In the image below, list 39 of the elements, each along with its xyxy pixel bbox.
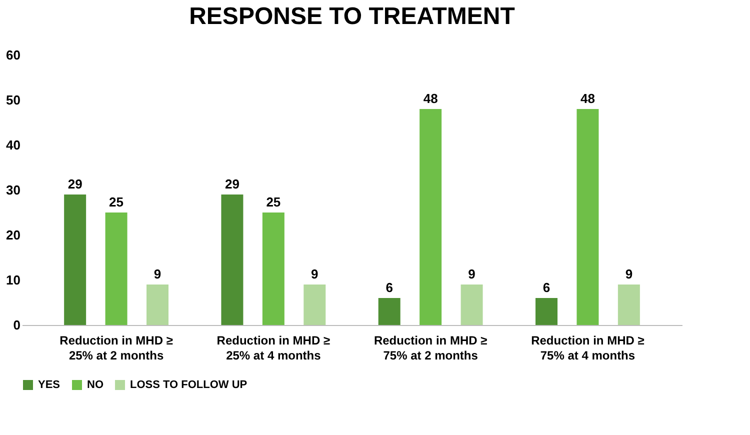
- x-tick-label: Reduction in MHD ≥ 25% at 2 months: [60, 334, 174, 362]
- y-tick-label: 20: [6, 228, 20, 242]
- data-label: 9: [468, 266, 476, 282]
- y-tick-label: 60: [6, 48, 20, 62]
- bar: [105, 212, 128, 325]
- bar: [576, 109, 599, 325]
- y-tick-label: 0: [13, 318, 20, 332]
- data-label: 48: [423, 91, 438, 106]
- y-tick-label: 40: [6, 138, 20, 152]
- bar: [146, 284, 169, 325]
- data-label: 6: [386, 280, 393, 295]
- data-label: 9: [625, 266, 633, 282]
- bar: [262, 212, 284, 325]
- bar: [535, 298, 558, 325]
- y-tick-label: 30: [6, 182, 20, 198]
- x-tick-label: Reduction in MHD ≥ 75% at 2 months: [374, 334, 488, 362]
- x-tick-label: Reduction in MHD ≥ 25% at 4 months: [216, 334, 330, 362]
- data-label: 25: [266, 194, 281, 210]
- bar: [64, 194, 86, 325]
- data-label: 48: [580, 91, 595, 106]
- data-label: 6: [542, 280, 550, 295]
- bar: [304, 284, 326, 325]
- legend-label: NO: [87, 379, 104, 391]
- data-label: 9: [154, 266, 162, 282]
- bar: [420, 109, 442, 325]
- bar: [378, 298, 400, 325]
- x-tick-label: Reduction in MHD ≥ 75% at 4 months: [531, 334, 645, 362]
- legend-label: YES: [38, 379, 60, 391]
- y-tick-label: 10: [6, 272, 20, 288]
- data-label: 9: [311, 266, 318, 282]
- chart-title: RESPONSE TO TREATMENT: [189, 3, 516, 30]
- bar: [618, 284, 640, 325]
- bar: [221, 194, 244, 325]
- data-label: 29: [68, 176, 82, 192]
- bar: [460, 284, 483, 325]
- legend-label: LOSS TO FOLLOW UP: [130, 379, 248, 391]
- data-label: 25: [109, 194, 124, 210]
- data-label: 29: [224, 176, 240, 192]
- y-tick-label: 50: [6, 92, 20, 108]
